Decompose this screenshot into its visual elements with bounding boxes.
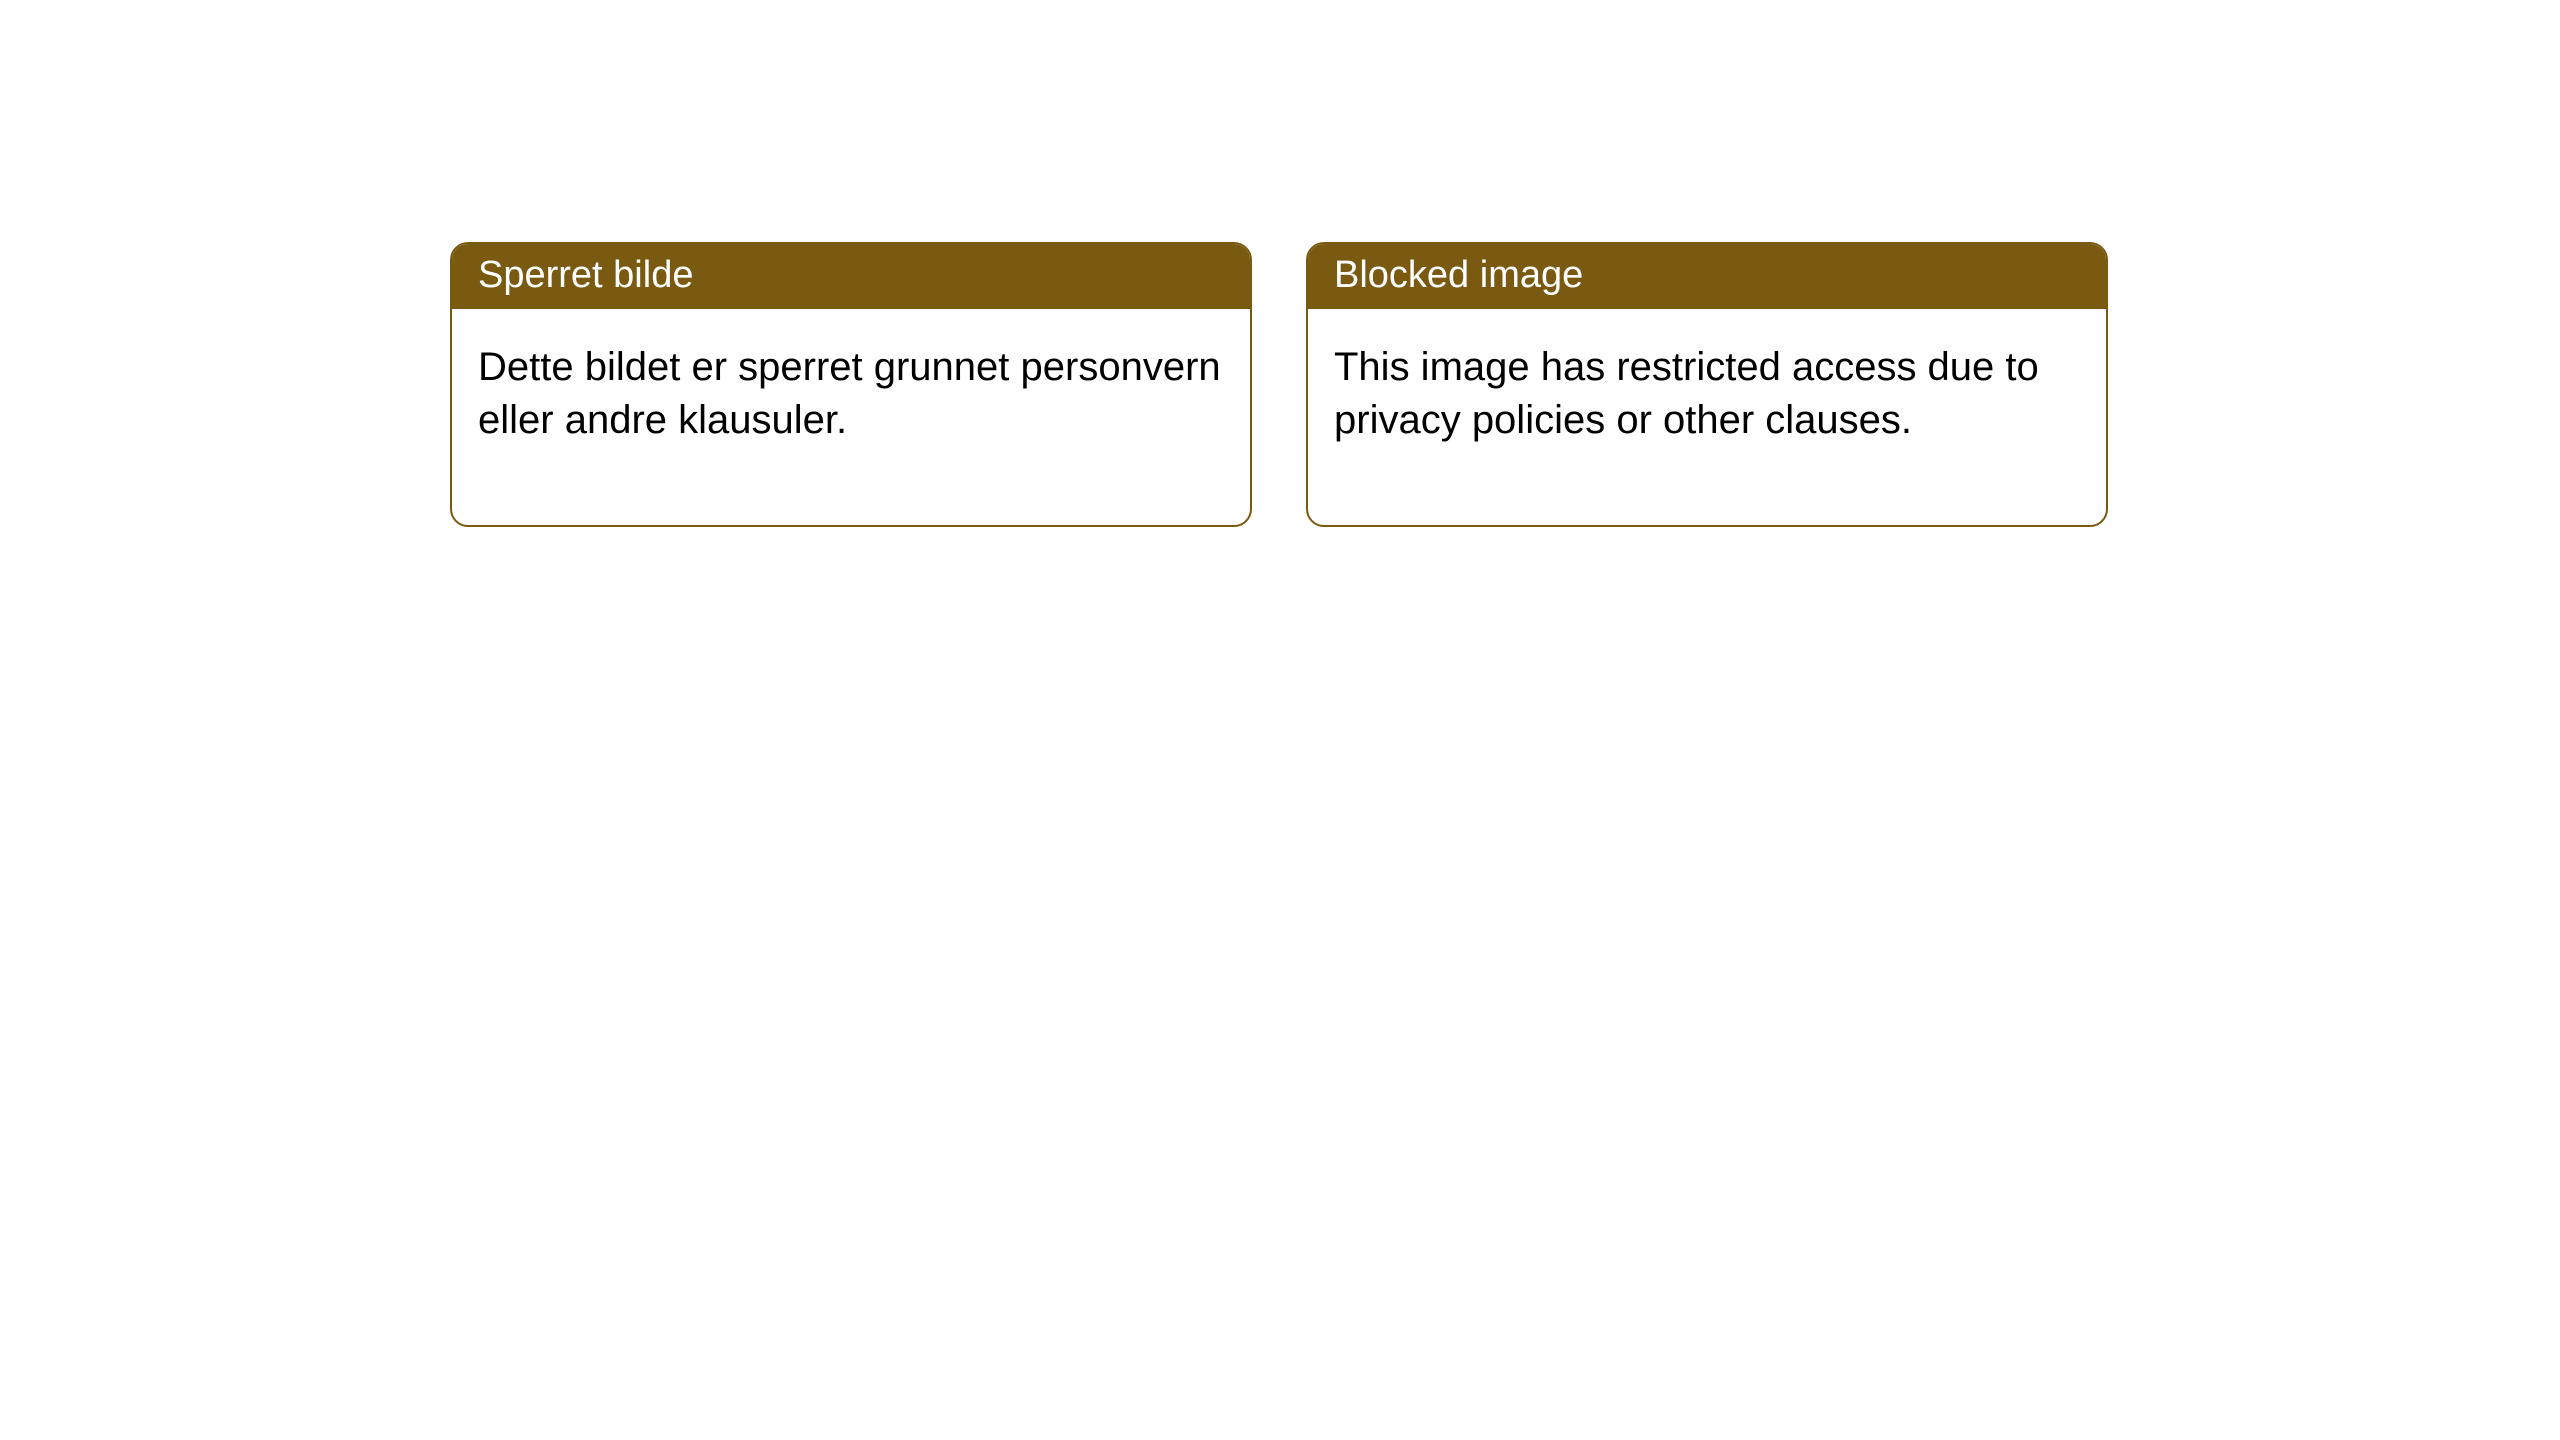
- notice-card-english: Blocked image This image has restricted …: [1306, 242, 2108, 527]
- notice-container: Sperret bilde Dette bildet er sperret gr…: [450, 242, 2108, 527]
- notice-card-norwegian: Sperret bilde Dette bildet er sperret gr…: [450, 242, 1252, 527]
- notice-body-text: Dette bildet er sperret grunnet personve…: [478, 345, 1221, 442]
- notice-header: Blocked image: [1308, 244, 2106, 309]
- notice-body: Dette bildet er sperret grunnet personve…: [452, 309, 1250, 525]
- notice-body-text: This image has restricted access due to …: [1334, 345, 2039, 442]
- notice-title: Blocked image: [1334, 254, 1583, 296]
- notice-title: Sperret bilde: [478, 254, 693, 296]
- notice-body: This image has restricted access due to …: [1308, 309, 2106, 525]
- notice-header: Sperret bilde: [452, 244, 1250, 309]
